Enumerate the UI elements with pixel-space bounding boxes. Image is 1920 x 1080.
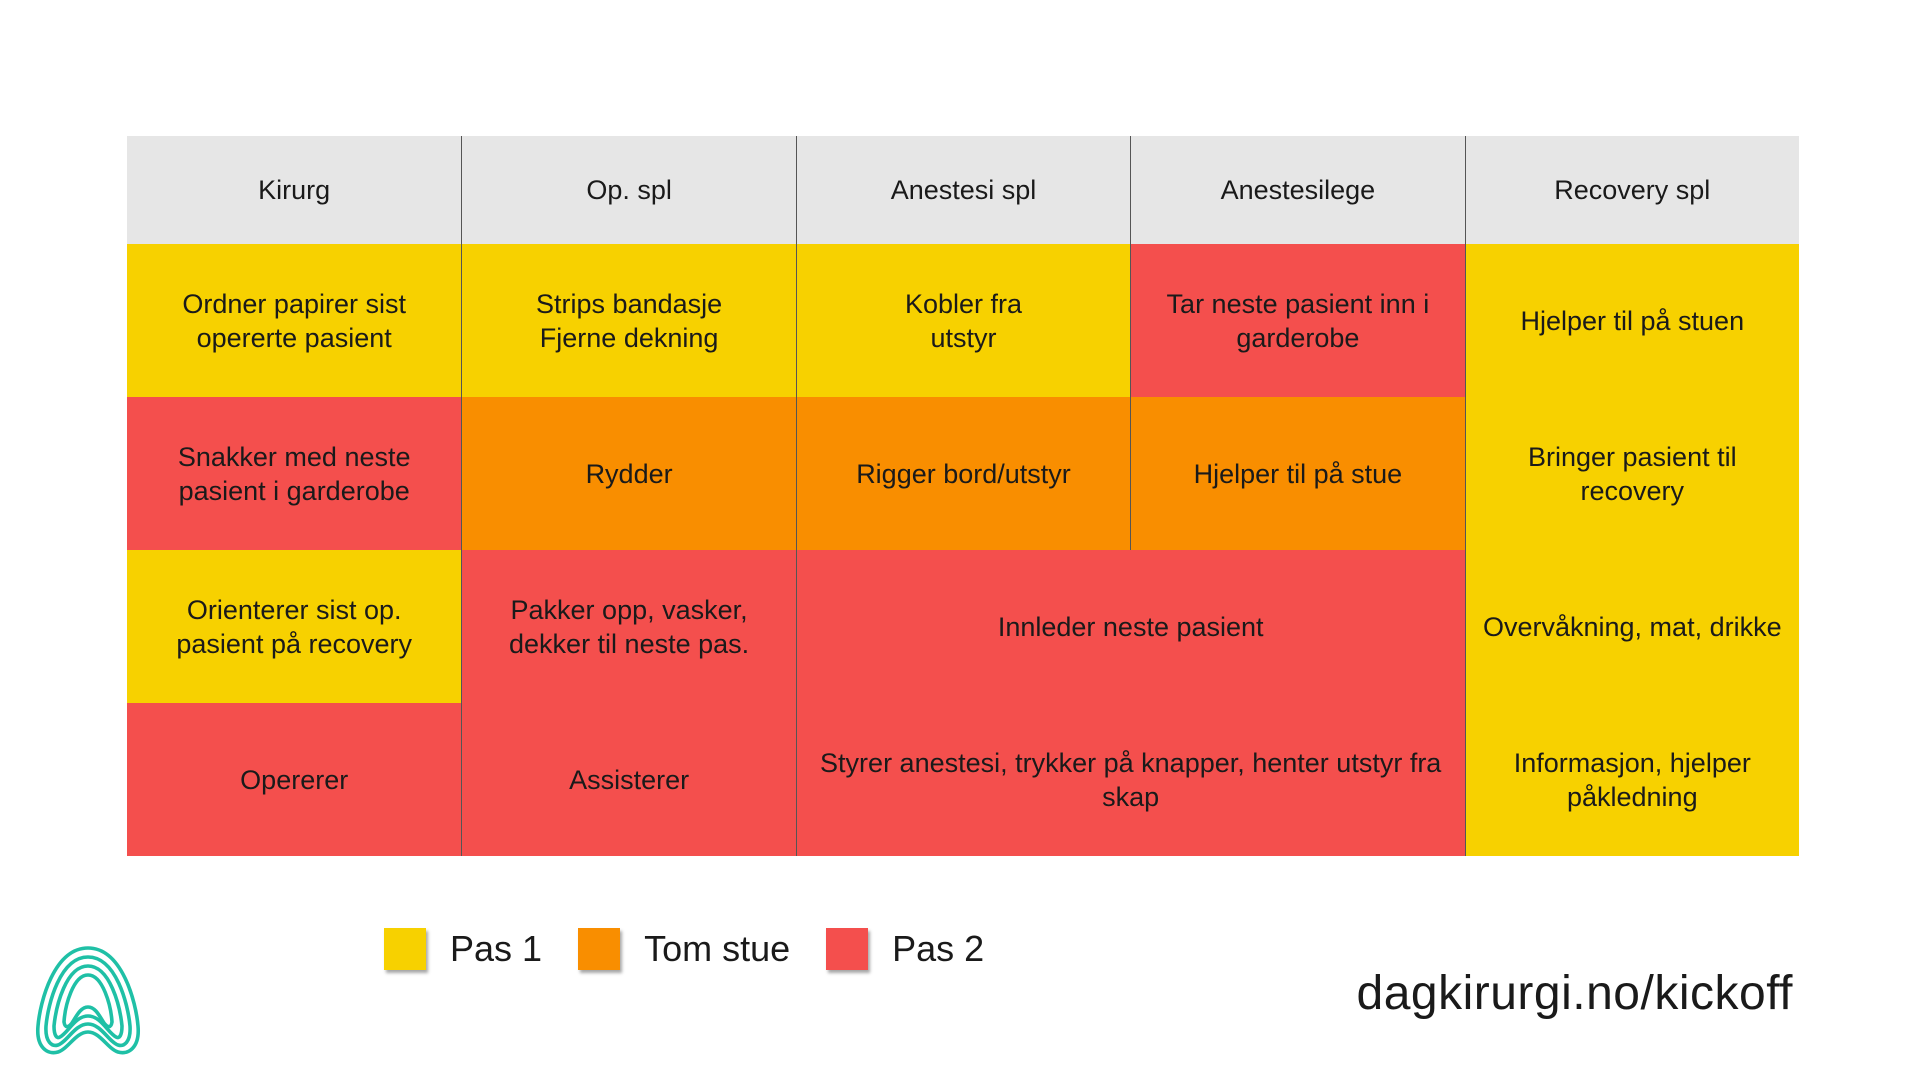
header-kirurg: Kirurg [127,136,462,244]
legend: Pas 1 Tom stue Pas 2 [384,926,1020,972]
table-cell: Orienterer sist op. pasient på recovery [127,550,462,703]
table-cell: Pakker opp, vasker, dekker til neste pas… [461,550,796,703]
table-cell: Rydder [461,397,796,550]
table-cell: Innleder neste pasient [795,550,1465,703]
table-cell: Strips bandasje Fjerne dekning [461,244,796,397]
table-cell: Overvåkning, mat, drikke [1464,550,1799,703]
header-recovery-spl: Recovery spl [1464,136,1799,244]
legend-item-pas-2: Pas 2 [826,928,984,970]
legend-label: Pas 1 [450,928,543,969]
table-cell: Kobler fra utstyr [795,244,1131,397]
table-cell: Hjelper til på stue [1130,397,1465,550]
table-cell: Rigger bord/utstyr [795,397,1131,550]
table-cell: Assisterer [461,703,796,856]
table-cell: Opererer [127,703,462,856]
legend-item-tom-stue: Tom stue [578,928,790,970]
footer-url: dagkirurgi.no/kickoff [1356,967,1793,1020]
legend-item-pas-1: Pas 1 [384,928,542,970]
table-cell: Informasjon, hjelper påkledning [1464,703,1799,856]
legend-swatch [384,928,426,970]
dagkirurgi-logo-icon [36,946,140,1055]
legend-label: Pas 2 [892,928,985,969]
table-cell: Styrer anestesi, trykker på knapper, hen… [795,703,1465,856]
header-anestesi-spl: Anestesi spl [795,136,1131,244]
table-cell: Ordner papirer sist opererte pasient [127,244,462,397]
schedule-table: Kirurg Op. spl Anestesi spl Anestesilege… [127,136,1799,856]
legend-swatch [578,928,621,970]
legend-label: Tom stue [644,928,791,969]
header-anestesilege: Anestesilege [1130,136,1465,244]
table-cell: Tar neste pasient inn i garderobe [1130,244,1465,397]
table-cell: Hjelper til på stuen [1464,244,1799,397]
legend-swatch [826,928,869,970]
table-cell: Snakker med neste pasient i garderobe [127,397,462,550]
table-cell: Bringer pasient til recovery [1464,397,1799,550]
header-op-spl: Op. spl [461,136,796,244]
